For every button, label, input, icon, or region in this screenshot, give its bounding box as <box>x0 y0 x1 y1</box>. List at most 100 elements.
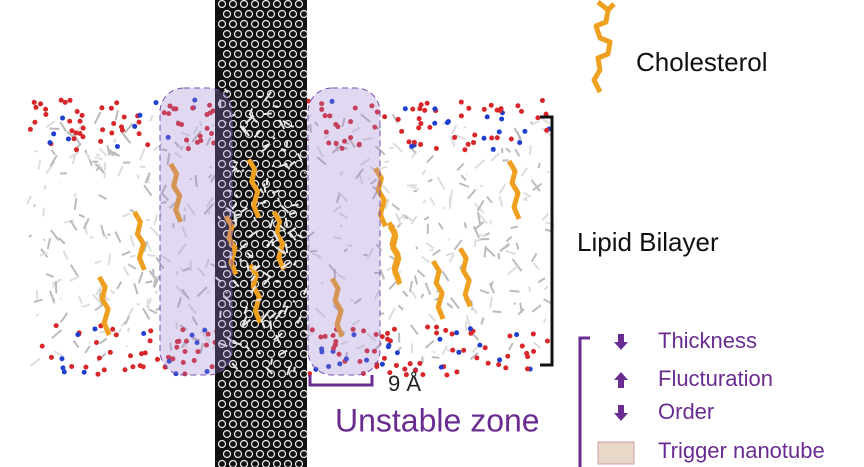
tube-ring <box>299 349 309 359</box>
tube-ring <box>261 19 271 29</box>
tube-ring <box>272 0 282 9</box>
headgroup-atom <box>505 353 511 359</box>
tube-ring <box>272 459 282 467</box>
headgroup-atom <box>51 131 57 137</box>
lipid-chain <box>508 342 514 351</box>
lipid-chain <box>275 246 286 255</box>
headgroup-atom <box>69 128 75 134</box>
tube-ring <box>222 9 232 19</box>
lipid-chain <box>192 126 199 135</box>
lipid-chain <box>341 117 346 127</box>
lipid-chain <box>175 145 185 149</box>
lipid-chain <box>39 251 48 257</box>
tube-ring <box>299 369 309 379</box>
arrow-down <box>614 405 628 421</box>
lipid-chain <box>204 258 210 269</box>
lipid-chain <box>120 320 127 328</box>
headgroup-atom <box>494 135 500 141</box>
headgroup-atom <box>371 348 377 354</box>
headgroup-atom <box>32 119 38 125</box>
headgroup-atom <box>95 371 101 377</box>
headgroup-atom <box>518 108 524 114</box>
lipid-chain <box>114 231 122 243</box>
headgroup-atom <box>322 333 328 339</box>
headgroup-atom <box>77 131 83 137</box>
headgroup-atom <box>194 340 200 346</box>
nanotube-icon <box>597 441 635 465</box>
lipid-chain <box>69 275 80 282</box>
tube-ring <box>233 69 243 79</box>
headgroup-atom <box>348 135 354 141</box>
effects-bracket <box>578 336 590 467</box>
tube-ring <box>233 289 243 299</box>
headgroup-atom <box>450 347 456 353</box>
headgroup-atom <box>80 134 86 140</box>
tube-ring <box>239 359 249 369</box>
lipid-chain <box>108 148 114 157</box>
lipid-chain <box>260 319 266 329</box>
tube-ring <box>228 119 238 129</box>
tube-ring <box>294 159 304 169</box>
lipid-chain <box>463 222 467 229</box>
lipid-chain <box>328 263 338 275</box>
tube-ring <box>283 419 293 429</box>
headgroup-atom <box>27 126 33 132</box>
tube-ring <box>255 69 265 79</box>
headgroup-atom <box>381 355 387 361</box>
tube-ring <box>261 199 271 209</box>
headgroup-atom <box>348 119 354 125</box>
headgroup-atom <box>197 133 203 139</box>
lipid-chain <box>316 156 327 166</box>
lipid-chain <box>194 174 198 188</box>
tube-ring <box>217 99 227 109</box>
tube-ring <box>277 129 287 139</box>
lipid-chain <box>498 183 507 195</box>
tube-ring <box>261 219 271 229</box>
tube-ring <box>255 49 265 59</box>
headgroup-atom <box>342 138 348 144</box>
lipid-chain <box>465 315 472 328</box>
tube-ring <box>228 319 238 329</box>
lipid-chain <box>249 114 258 123</box>
headgroup-atom <box>484 114 490 120</box>
tube-ring <box>288 129 298 139</box>
headgroup-atom <box>333 140 339 146</box>
lipid-chain <box>95 153 101 157</box>
lipid-chain <box>421 255 430 264</box>
headgroup-atom <box>136 119 142 125</box>
headgroup-atom <box>438 364 444 370</box>
headgroup-atom <box>385 336 391 342</box>
tube-ring <box>222 149 232 159</box>
headgroup-atom <box>412 368 418 374</box>
tube-ring <box>299 229 309 239</box>
tube-ring <box>277 389 287 399</box>
tube-ring <box>288 169 298 179</box>
lipid-chain <box>234 194 239 199</box>
tube-ring <box>283 439 293 449</box>
headgroup-atom <box>69 364 75 370</box>
lipid-chain <box>509 289 520 293</box>
lipid-chain <box>339 170 344 176</box>
tube-ring <box>217 39 227 49</box>
tube-ring <box>244 29 254 39</box>
headgroup-atom <box>544 127 550 133</box>
tube-ring <box>266 89 276 99</box>
tube-ring <box>261 339 271 349</box>
headgroup-atom <box>61 369 67 375</box>
lipid-chain <box>160 192 170 202</box>
headgroup-atom <box>329 98 335 104</box>
headgroup-atom <box>335 124 341 130</box>
lipid-chain <box>282 301 287 309</box>
headgroup-atom <box>167 103 173 109</box>
tube-ring <box>244 409 254 419</box>
tube-ring <box>283 39 293 49</box>
tube-ring <box>277 349 287 359</box>
headgroup-atom <box>148 328 154 334</box>
headgroup-atom <box>535 115 541 121</box>
lipid-chain <box>316 145 324 158</box>
lipid-chain <box>187 303 197 315</box>
lipid-chain <box>289 211 297 216</box>
lipid-chain <box>397 346 402 352</box>
lipid-chain <box>117 165 124 177</box>
tube-ring <box>244 329 254 339</box>
